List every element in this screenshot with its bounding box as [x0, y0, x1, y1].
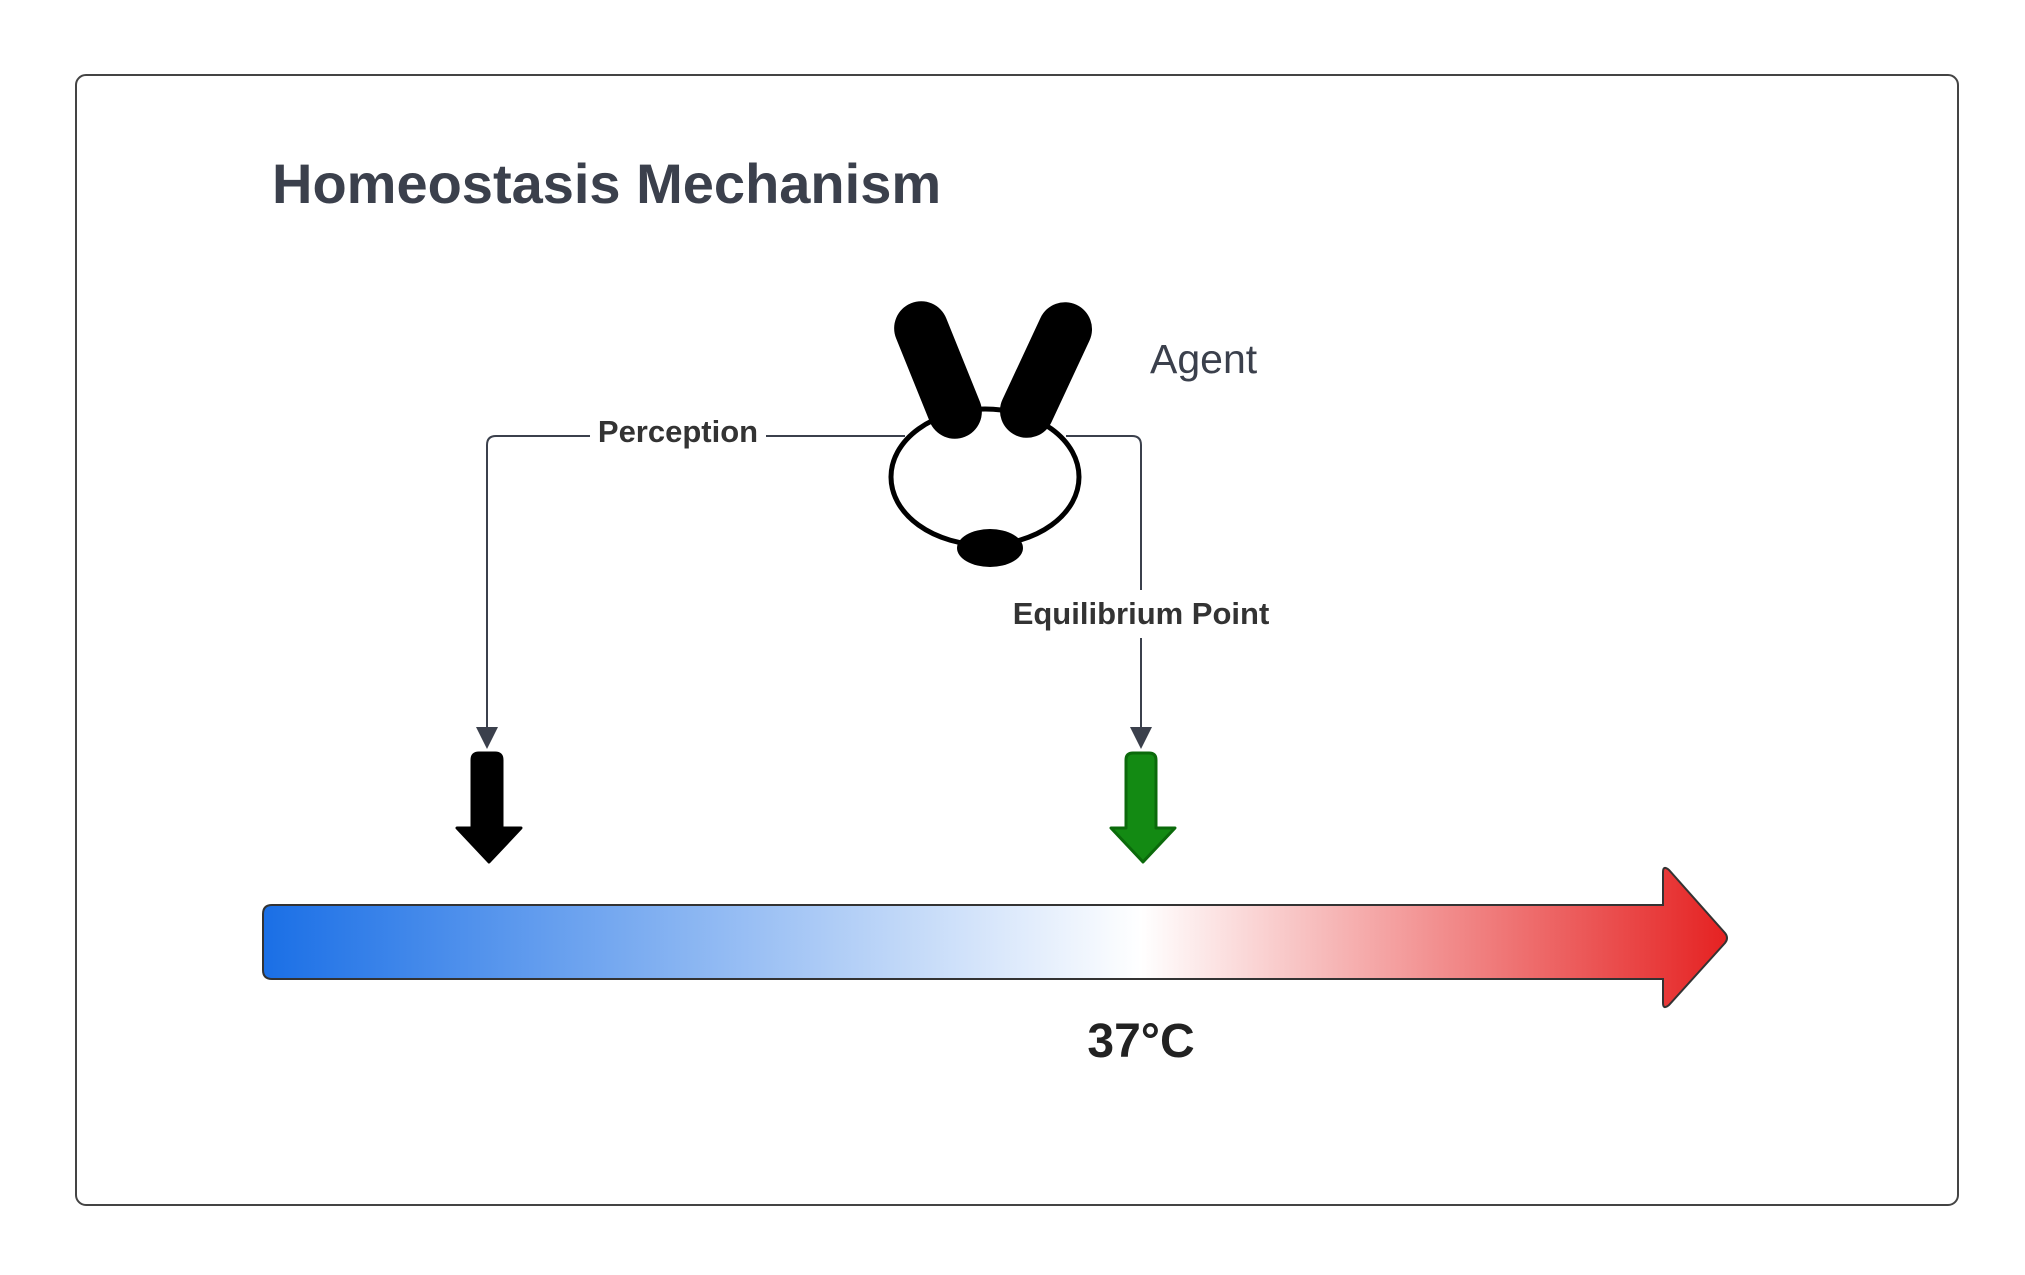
equilibrium-connector-arrowhead: [1130, 727, 1152, 749]
equilibrium-connector: [1066, 435, 1142, 727]
perception-connector: [486, 435, 905, 727]
agent-label: Agent: [1150, 336, 1258, 382]
perception-marker-arrow-icon: [455, 751, 523, 864]
perception-label: Perception: [598, 414, 758, 449]
agent-head-icon: [888, 406, 1082, 548]
agent-figure: [888, 301, 1093, 567]
equilibrium-label: Equilibrium Point: [1013, 596, 1270, 631]
equilibrium-label-bg: [1000, 590, 1282, 638]
diagram-title: Homeostasis Mechanism: [272, 152, 941, 215]
perception-connector-arrowhead: [476, 727, 498, 749]
agent-left-ear-icon: [894, 301, 982, 439]
diagram-frame: [75, 74, 1959, 1206]
agent-right-ear-icon: [999, 302, 1093, 438]
agent-mouth-icon: [957, 529, 1023, 567]
perception-label-bg: [590, 412, 766, 458]
temperature-label: 37°C: [1087, 1015, 1194, 1068]
equilibrium-marker-arrow-icon: [1109, 751, 1177, 864]
temperature-scale-arrow: [262, 866, 1728, 1009]
